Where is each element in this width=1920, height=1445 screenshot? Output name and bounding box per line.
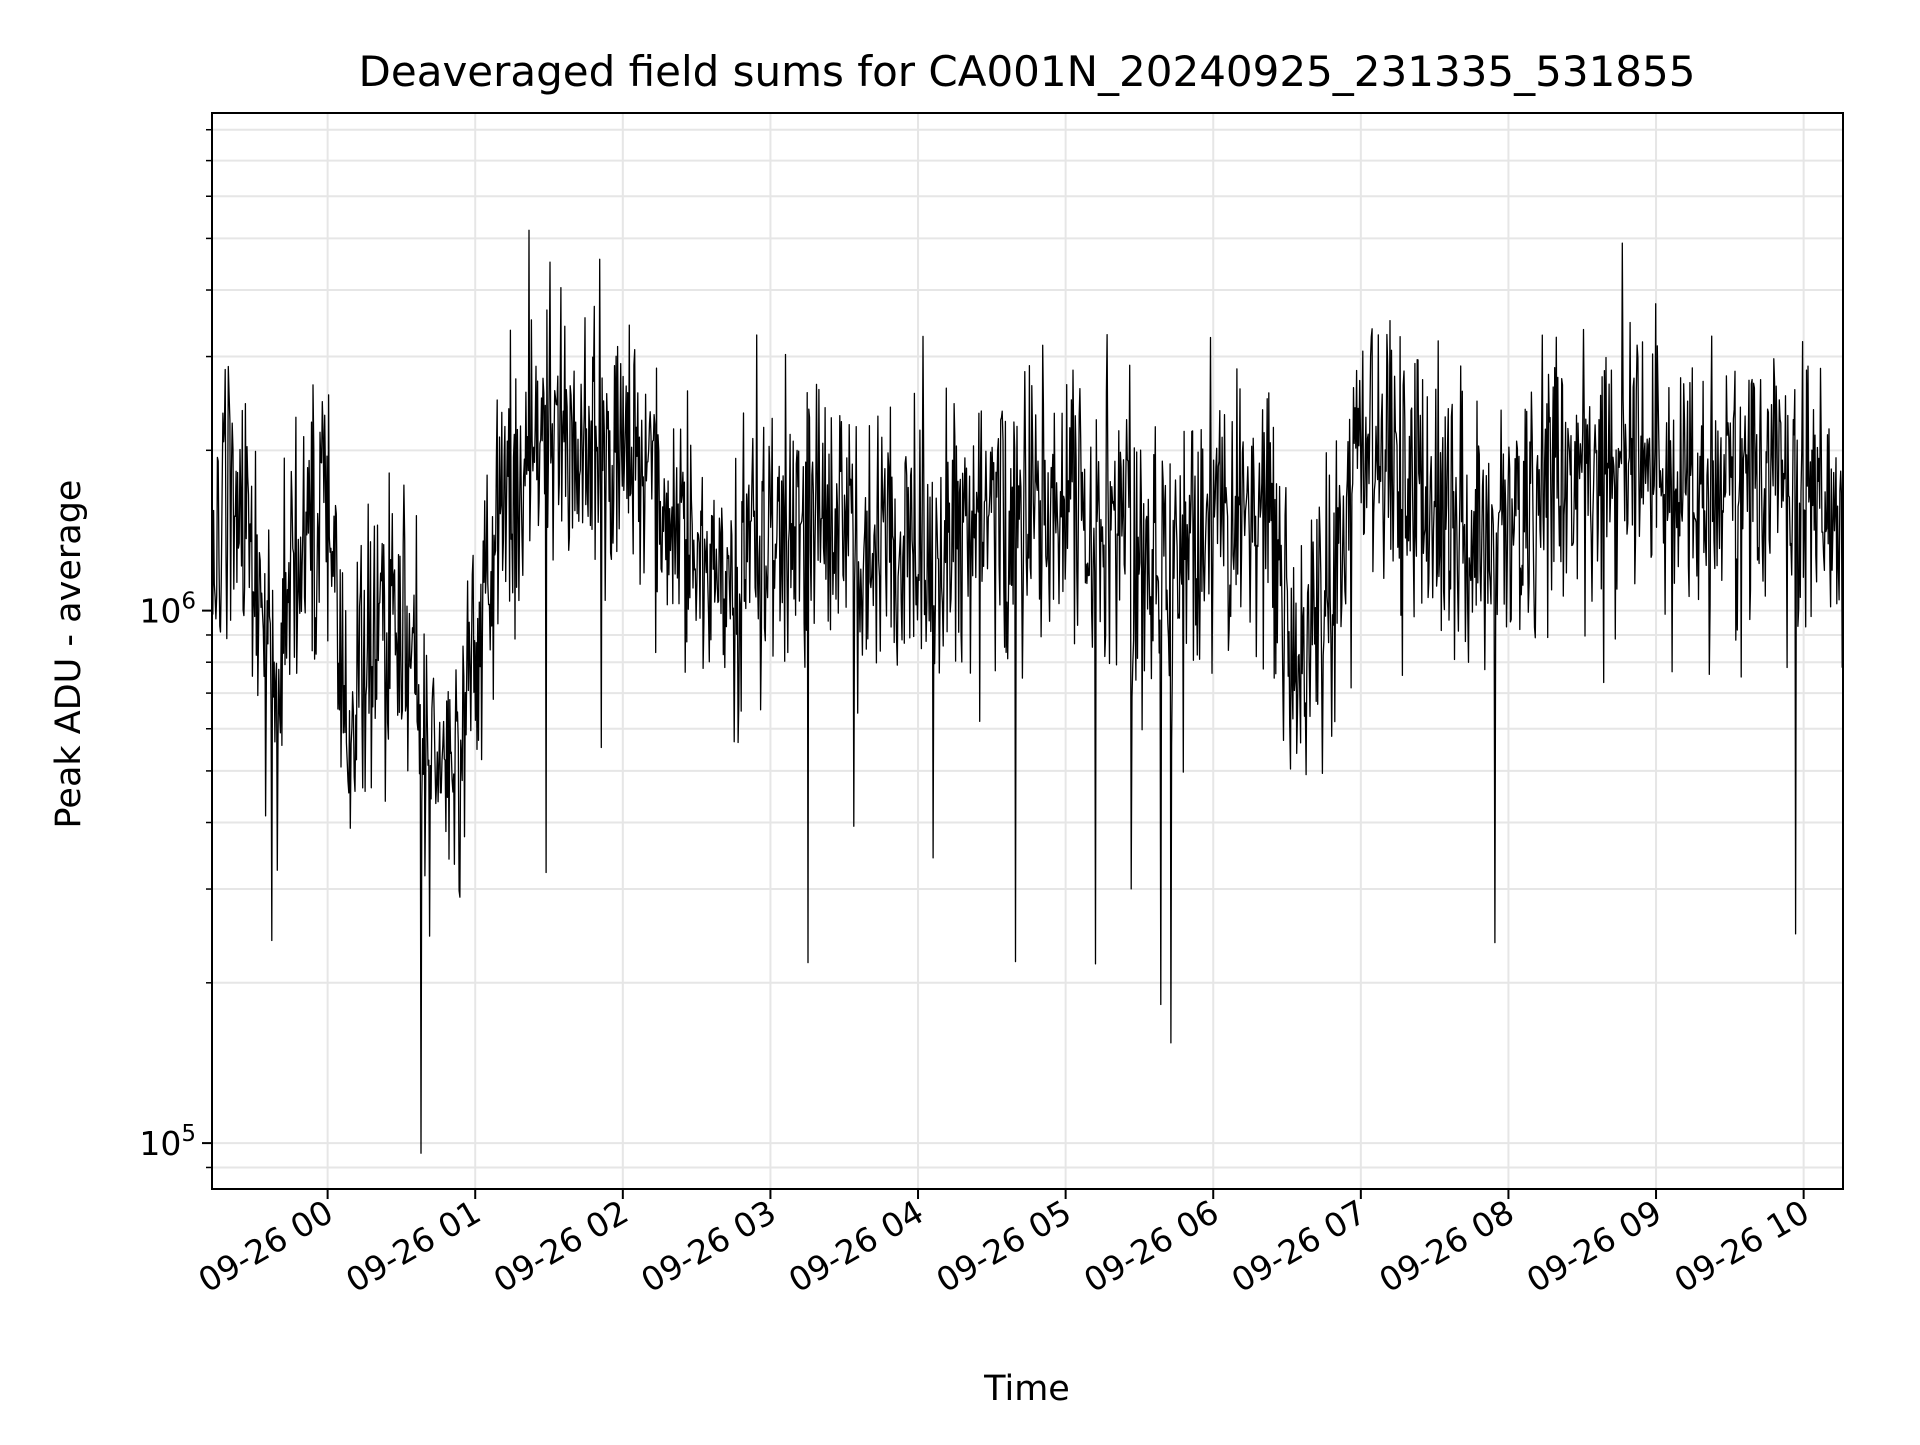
plot-area	[211, 229, 1844, 1154]
x-axis-label: Time	[983, 1369, 1070, 1409]
chart-title: Deaveraged field sums for CA001N_2024092…	[359, 47, 1696, 96]
y-tick-label: 106	[139, 589, 196, 631]
axes-frame	[211, 112, 1844, 1190]
y-tick-label: 105	[139, 1121, 196, 1163]
data-series-line	[211, 229, 1844, 1154]
grid-lines	[212, 113, 1843, 1189]
y-axis-label: Peak ADU - average	[49, 480, 89, 829]
